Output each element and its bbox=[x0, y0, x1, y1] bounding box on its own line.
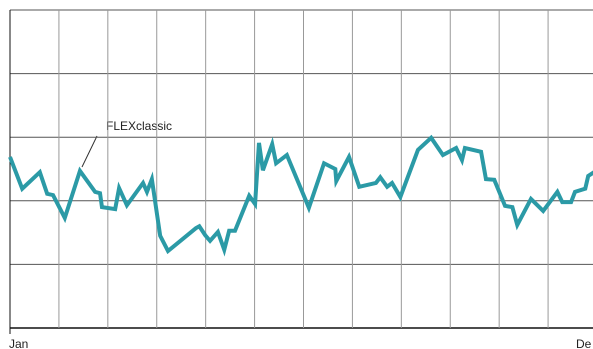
annotation-leader bbox=[81, 135, 98, 168]
x-axis-label: De bbox=[576, 337, 592, 349]
data-line bbox=[8, 134, 593, 257]
x-axis-label: Jan bbox=[9, 337, 28, 349]
annotation: FLEXclassic bbox=[106, 119, 172, 133]
